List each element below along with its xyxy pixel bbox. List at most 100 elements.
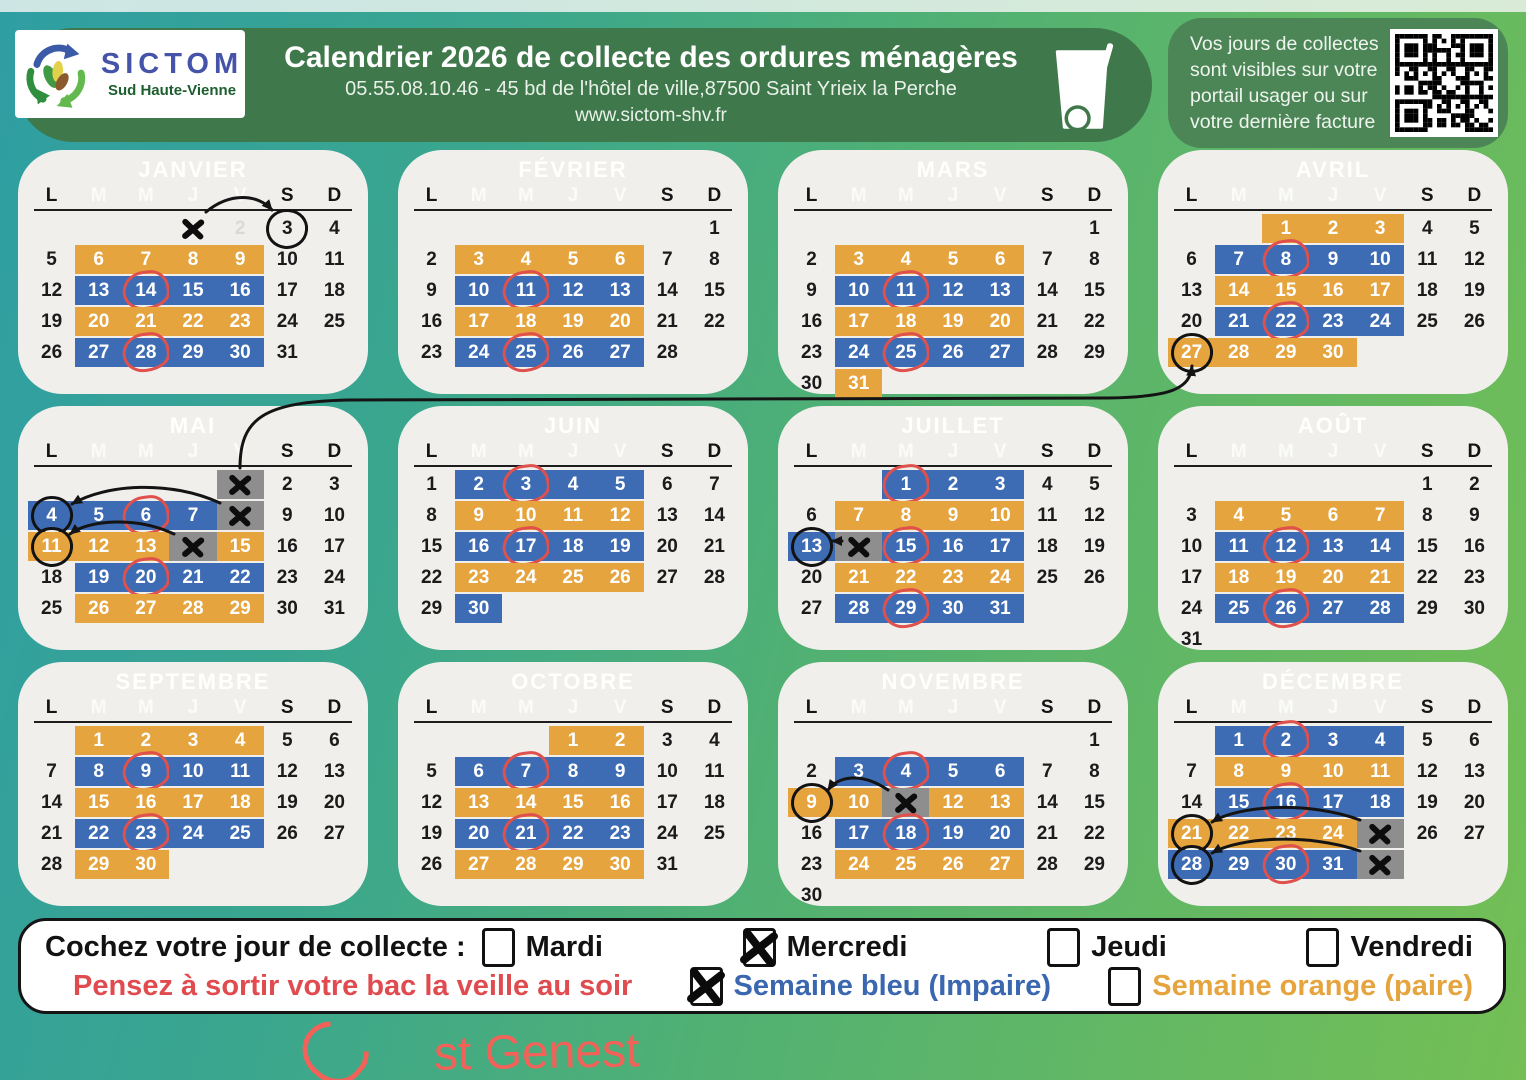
day-26: 26	[549, 338, 597, 367]
day-number: 14	[656, 279, 678, 301]
day-number: 4	[329, 217, 340, 239]
day-number: 22	[88, 822, 110, 844]
day-7: 7	[835, 501, 883, 530]
day-number: 4	[900, 248, 912, 270]
checkbox-jeudi[interactable]	[1047, 928, 1081, 967]
day-27: 27	[455, 850, 503, 879]
day-number: 25	[895, 341, 917, 363]
day-21: 21	[500, 810, 552, 855]
day-number: 8	[1280, 248, 1292, 270]
day-27: 27	[75, 338, 123, 367]
day-number: 10	[468, 279, 490, 301]
day-21: 21	[1024, 819, 1071, 848]
day-number: 30	[468, 597, 490, 619]
day-7: 7	[1168, 757, 1215, 786]
day-24: 24	[169, 819, 217, 848]
day-number: 6	[994, 248, 1006, 270]
reminder-text: Pensez à sortir votre bac la veille au s…	[73, 970, 633, 1002]
day-number: 15	[88, 791, 110, 813]
day-19: 19	[1262, 563, 1310, 592]
day-number: 27	[1463, 822, 1485, 844]
day-number: 3	[661, 729, 673, 751]
day-26: 26	[28, 338, 75, 367]
day-7: 7	[691, 470, 738, 499]
day-number: 31	[848, 372, 870, 394]
day-10: 10	[311, 501, 358, 530]
day-number: 15	[1083, 791, 1105, 813]
empty-cell	[169, 850, 216, 879]
day-21: 21	[122, 307, 170, 336]
day-number: 30	[276, 597, 298, 619]
day-7: 7	[1215, 245, 1263, 274]
weekday-label: S	[660, 697, 674, 718]
checkbox-semaine-orange[interactable]	[1108, 967, 1142, 1006]
day-31: 31	[264, 338, 311, 367]
legend-prompt: Cochez votre jour de collecte :	[45, 931, 466, 963]
day-number: 27	[989, 341, 1011, 363]
checkbox-mercredi[interactable]	[742, 928, 776, 967]
day-15: 15	[216, 532, 264, 561]
day-18: 18	[1356, 788, 1404, 817]
week-row: 2 3 4 5 6 7 8	[788, 748, 1118, 793]
day-3: 3	[835, 245, 883, 274]
day-11: 11	[549, 501, 597, 530]
month-title: AOÛT	[1297, 413, 1369, 438]
day-12: 12	[28, 276, 75, 305]
day-number: 22	[182, 310, 204, 332]
weekday-label: V	[233, 185, 247, 206]
day-number: 14	[135, 279, 157, 301]
day-24: 24	[835, 850, 883, 879]
day-30: 30	[264, 594, 311, 623]
day-31: 31	[644, 850, 691, 879]
day-number: 23	[276, 566, 298, 588]
week-row: 27 28 29 30 31	[788, 585, 1118, 630]
day-number: 7	[853, 504, 864, 526]
month-title: MAI	[169, 413, 217, 438]
day-22: 22	[1404, 563, 1451, 592]
day-23: 23	[596, 819, 644, 848]
day-number: 28	[41, 853, 63, 875]
weekday-label: J	[1327, 441, 1339, 462]
day-4: 4	[311, 214, 358, 243]
day-29: 29	[1215, 850, 1263, 879]
day-number: 13	[1463, 760, 1485, 782]
day-number: 22	[1083, 310, 1105, 332]
day-number: 21	[515, 822, 537, 844]
week-row: 21 22 23 24 26 27	[1168, 811, 1498, 856]
day-number: 14	[1036, 279, 1058, 301]
day-number: 10	[515, 504, 537, 526]
checkbox-vendredi[interactable]	[1306, 928, 1340, 967]
day-17: 17	[1309, 788, 1357, 817]
day-number: 13	[989, 279, 1011, 301]
empty-cell	[1357, 625, 1404, 654]
day-number: 27	[468, 853, 490, 875]
day-number: 28	[656, 341, 678, 363]
day-27: 27	[1168, 330, 1216, 375]
day-2: 2	[596, 726, 644, 755]
weekday-label: M	[1230, 185, 1247, 206]
day-19: 19	[1451, 276, 1498, 305]
empty-cell	[1404, 338, 1451, 367]
day-number: 3	[281, 217, 293, 239]
day-5: 5	[28, 245, 75, 274]
day-31: 31	[311, 594, 358, 623]
day-5: 5	[75, 501, 123, 530]
checkbox-mardi[interactable]	[481, 928, 515, 967]
day-number: 21	[1369, 566, 1391, 588]
day-3: 3	[169, 726, 217, 755]
day-31: 31	[1168, 625, 1215, 654]
month-card-octobre: OCTOBRE L M M J V S D 1 2 3 4 5 6 7 8 9 10 11 12 13 14 15 16 17 1…	[398, 662, 748, 906]
handwritten-text: st Genest	[433, 1023, 640, 1080]
checkbox-semaine-bleu[interactable]	[689, 967, 723, 1006]
day-number: 19	[609, 535, 631, 557]
week-row: 16 17 18 19 20 21 22	[408, 307, 738, 336]
weekday-label: M	[1277, 441, 1294, 462]
day-number: 7	[1233, 248, 1244, 270]
day-22: 22	[1260, 298, 1312, 343]
day-number: 17	[656, 791, 678, 813]
day-number: 29	[1083, 341, 1105, 363]
week-row: 1 2 3 4	[408, 726, 738, 755]
day-number: 9	[234, 248, 246, 270]
day-number: 21	[1181, 822, 1203, 844]
day-25: 25	[28, 594, 75, 623]
